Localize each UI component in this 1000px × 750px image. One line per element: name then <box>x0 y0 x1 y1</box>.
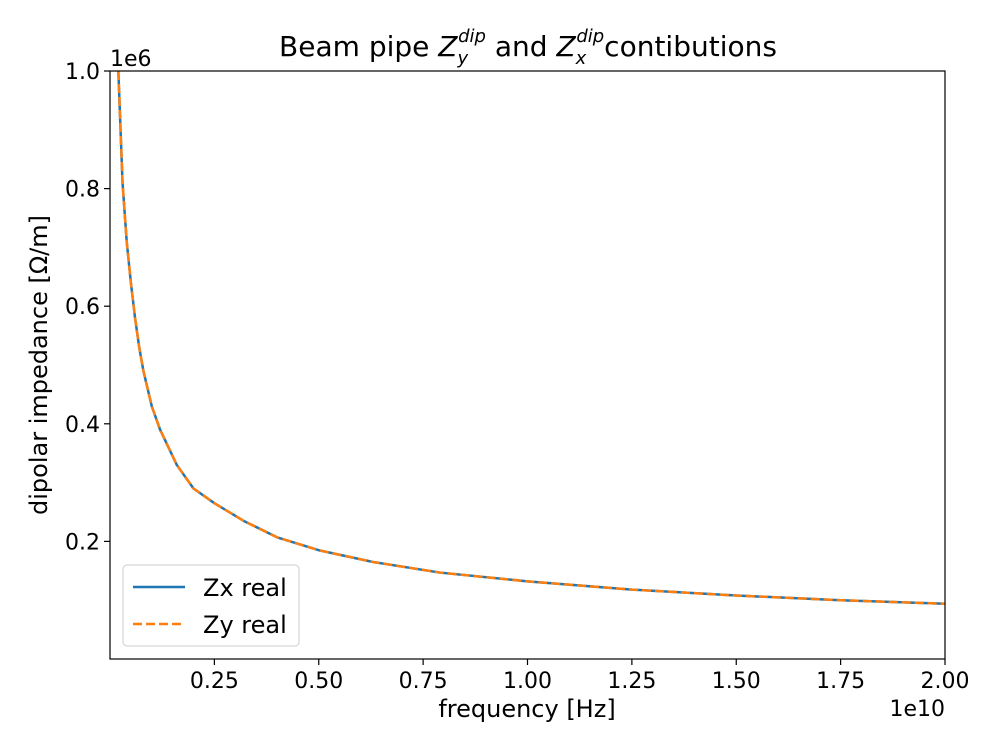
y-axis-label: dipolar impedance [Ω/m] <box>25 215 53 515</box>
x-tick-label: 1.75 <box>816 669 865 694</box>
x-axis-label: frequency [Hz] <box>438 695 615 723</box>
chart-title: Beam pipe Zydip and Zxdipcontibutions <box>279 26 777 69</box>
x-tick-label: 1.00 <box>503 669 552 694</box>
legend-label-zx-real: Zx real <box>203 574 287 602</box>
x-tick-label: 0.75 <box>399 669 448 694</box>
x-tick-label: 1.25 <box>607 669 656 694</box>
legend-label-zy-real: Zy real <box>203 611 287 639</box>
tick-layer: 0.25 0.50 0.75 1.00 1.25 1.50 1.75 2.00 0.2 0.4 0.… <box>65 60 969 694</box>
x-tick-label: 0.25 <box>190 669 239 694</box>
y-tick-label: 0.8 <box>65 178 100 203</box>
y-tick-label: 0.2 <box>65 530 100 555</box>
series-layer <box>117 70 946 605</box>
y-tick-label: 1.0 <box>65 60 100 85</box>
x-offset-text: 1e10 <box>889 697 945 722</box>
series-line-zy-real <box>117 70 946 605</box>
legend-box <box>122 564 300 647</box>
x-tick-label: 0.50 <box>294 669 343 694</box>
y-offset-text: 1e6 <box>110 47 152 72</box>
x-tick-label: 1.50 <box>712 669 761 694</box>
y-tick-label: 0.6 <box>65 295 100 320</box>
y-tick-label: 0.4 <box>65 413 100 438</box>
legend: Zx real Zy real <box>122 564 300 647</box>
x-tick-label: 2.00 <box>921 669 970 694</box>
